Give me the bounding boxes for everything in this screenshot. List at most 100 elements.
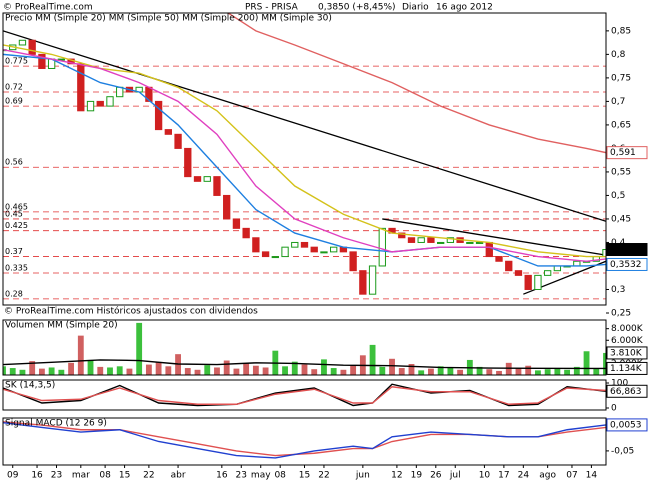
volume-bar <box>155 362 162 375</box>
x-tick-label: 08 <box>274 471 286 481</box>
volume-bar <box>544 369 551 375</box>
candle <box>291 241 299 248</box>
x-tick-label: abr <box>171 471 186 481</box>
last-value-label: 0,3532 <box>610 260 642 270</box>
volume-bar <box>145 364 152 375</box>
footer: © ProRealTime.com Históricos ajustados c… <box>4 306 258 317</box>
volume-bar <box>9 368 16 375</box>
y-tick-label: 0 <box>611 404 617 414</box>
x-tick-label: 26 <box>430 471 442 481</box>
volume-bar <box>116 366 123 375</box>
last-value-box <box>606 257 648 271</box>
x-tick-label: mar <box>72 471 90 481</box>
candle <box>349 251 357 272</box>
candle <box>573 260 581 267</box>
series-line <box>226 13 606 154</box>
plot-area <box>3 421 606 459</box>
candle <box>96 100 104 107</box>
volume-bar <box>583 351 590 375</box>
x-tick-label: 23 <box>236 471 247 481</box>
volume-bar <box>301 364 308 375</box>
x-tick-label: 08 <box>99 471 111 481</box>
y-tick-label: 0,85 <box>611 26 631 36</box>
x-tick-label: 09 <box>7 471 19 481</box>
volume-bar <box>554 368 561 375</box>
y-tick-label: 0,7 <box>611 97 625 107</box>
candle <box>232 218 241 229</box>
candle <box>261 251 270 258</box>
last-value-box <box>606 146 648 160</box>
candle <box>437 241 445 244</box>
candle <box>310 246 318 253</box>
volume-bar <box>282 366 288 375</box>
volume-bar <box>593 368 600 375</box>
y-tick-label: 0,4 <box>611 238 626 248</box>
y-tick-label: 6.000K <box>611 336 644 346</box>
candle <box>495 256 503 262</box>
candle <box>193 176 202 182</box>
panel-frame <box>2 379 607 411</box>
volume-bar <box>476 366 483 375</box>
y-tick-label: 100 <box>611 379 628 389</box>
volume-bar <box>564 369 571 375</box>
last-value-label: 66,863 <box>610 387 642 397</box>
volume-bar <box>369 344 376 375</box>
y-tick-label: -0,05 <box>611 446 634 456</box>
candle <box>116 86 124 98</box>
candle <box>271 256 279 259</box>
volume-bar <box>68 362 74 375</box>
candle <box>242 227 250 239</box>
volume-bar <box>418 370 425 375</box>
volume-bar <box>204 365 211 375</box>
level-label: 0.37 <box>5 247 23 256</box>
x-tick-label: 07 <box>566 471 577 481</box>
volume-bar <box>398 368 405 375</box>
x-tick-label: 15 <box>299 471 310 481</box>
candle <box>154 100 163 131</box>
candle <box>378 227 386 267</box>
series-line <box>3 44 606 258</box>
volume-bar <box>87 359 94 375</box>
y-tick-label: 0,55 <box>611 167 631 177</box>
y-tick-label: 0,45 <box>611 214 631 224</box>
last-value-box <box>606 243 648 257</box>
candle <box>281 246 289 258</box>
volume-bar <box>603 352 606 375</box>
volume-bar <box>38 368 45 375</box>
candle <box>534 274 542 290</box>
candle <box>164 129 172 135</box>
candle <box>86 100 95 112</box>
candle <box>505 260 513 272</box>
volume-bar <box>535 370 541 375</box>
ticker: PRS - PRISA <box>245 3 299 13</box>
level-label: 0.335 <box>5 264 28 273</box>
volume-bar <box>136 322 143 375</box>
level-label: 0.56 <box>5 158 23 167</box>
volume-bar <box>194 369 201 375</box>
y-tick-label: 8.000K <box>611 324 644 334</box>
volume-bar <box>350 365 357 375</box>
candle <box>330 246 338 253</box>
legend-entry: MM (Simple 20) <box>47 321 117 331</box>
volume-bar <box>379 366 386 375</box>
candle <box>359 270 367 295</box>
candle <box>446 237 455 243</box>
volume-bar <box>408 364 415 375</box>
y-tick-label: 0,5 <box>611 191 625 201</box>
series-line <box>3 386 606 405</box>
volume-bar <box>486 369 493 375</box>
x-tick-label: 16 <box>31 471 43 481</box>
candle <box>252 237 260 253</box>
panel-label: Volumen <box>5 321 44 331</box>
volume-bar <box>496 370 502 375</box>
panel-frame <box>2 319 607 376</box>
candle <box>368 265 377 295</box>
volume-bar <box>233 368 240 375</box>
level-label: 0.69 <box>5 97 23 106</box>
x-tick-label: 22 <box>143 471 154 481</box>
candle <box>543 270 552 276</box>
candle <box>77 63 85 112</box>
candle <box>485 241 493 258</box>
x-tick-label: 23 <box>51 471 62 481</box>
